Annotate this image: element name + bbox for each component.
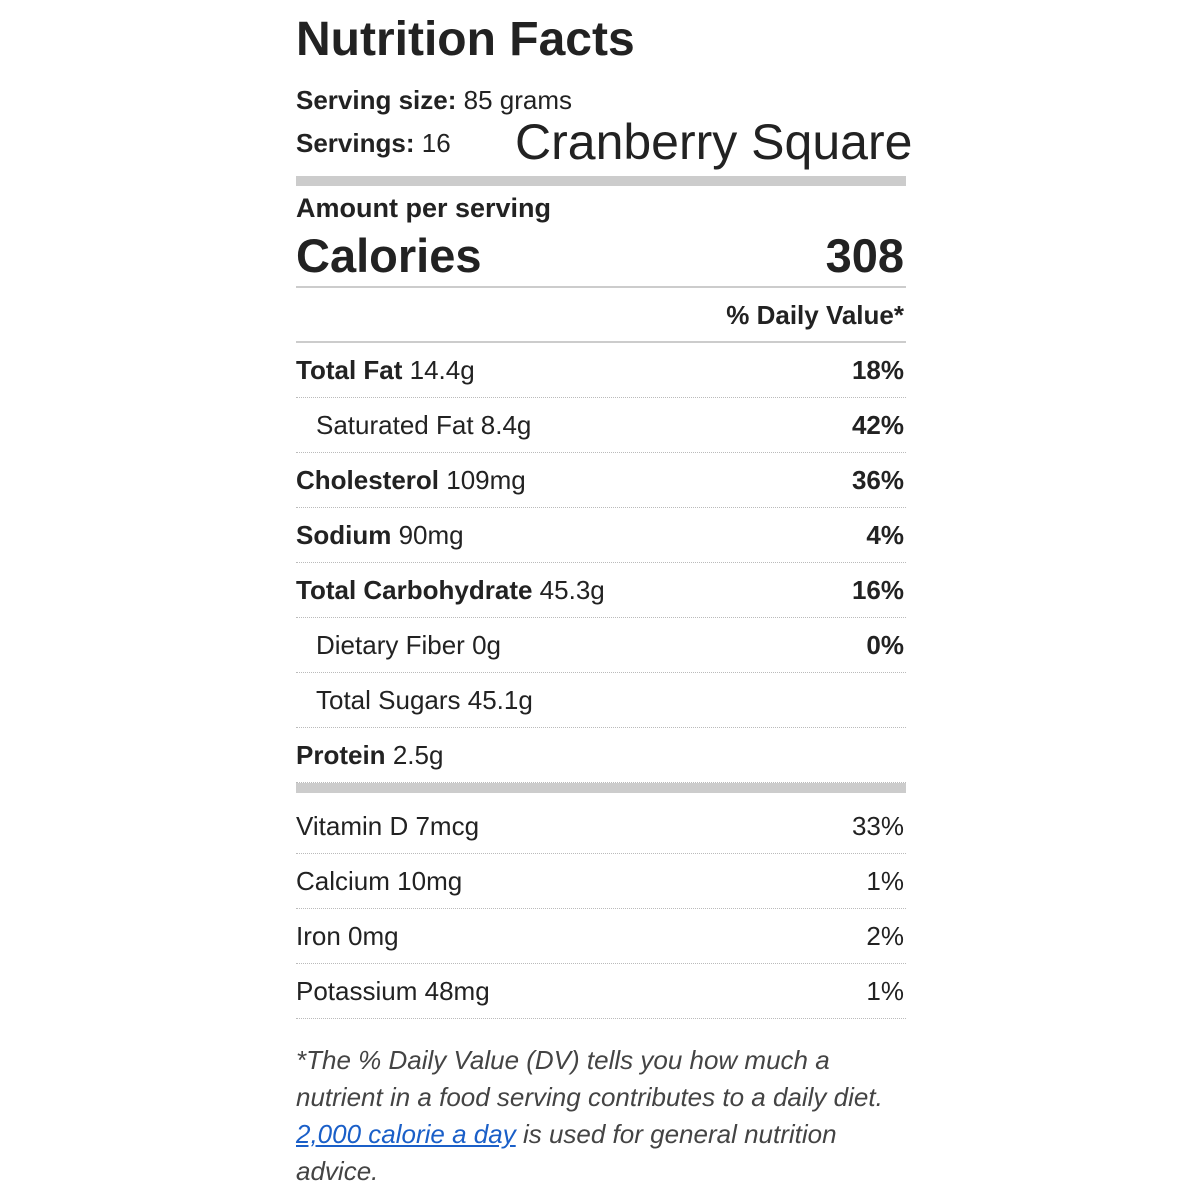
serving-size-label: Serving size:: [296, 85, 457, 115]
nutrient-row: Potassium 48mg 1%: [296, 964, 906, 1019]
nutrient-row: Vitamin D 7mcg 33%: [296, 799, 906, 854]
nutrient-row: Saturated Fat 8.4g 42%: [296, 398, 906, 453]
nutrient-name: Vitamin D: [296, 811, 409, 841]
daily-value: 33%: [851, 811, 904, 841]
nutrient-amount: 2.5g: [392, 740, 444, 770]
nutrient-name: Sodium: [296, 520, 392, 550]
nutrient-name: Iron: [296, 921, 341, 951]
nutrient-amount: 45.1g: [467, 685, 533, 715]
divider: [296, 286, 906, 288]
daily-value: 42%: [851, 410, 904, 440]
nutrient-row: Dietary Fiber 0g 0%: [296, 618, 906, 673]
nutrition-label: Nutrition Facts Serving size: 85 grams S…: [296, 0, 912, 1200]
nutrient-row: Iron 0mg 2%: [296, 909, 906, 964]
title: Nutrition Facts: [296, 13, 635, 66]
vitamin-list: Vitamin D 7mcg 33% Calcium 10mg 1% Iron 0mg 2…: [296, 799, 906, 1019]
nutrient-amount: 109mg: [446, 465, 526, 495]
nutrient-amount: 48mg: [424, 976, 490, 1006]
serving-size-value: 85 grams: [463, 85, 573, 115]
nutrient-name: Protein: [296, 740, 386, 770]
divider: [296, 176, 906, 186]
nutrient-name: Cholesterol: [296, 465, 440, 495]
nutrient-amount: 45.3g: [539, 575, 605, 605]
calories-label: Calories: [296, 229, 482, 282]
nutrient-name: Dietary Fiber: [316, 630, 465, 660]
nutrient-amount: 0g: [472, 630, 501, 660]
nutrient-amount: 14.4g: [409, 355, 475, 385]
servings: Servings: 16: [296, 128, 451, 159]
daily-value: 2%: [866, 921, 904, 951]
daily-value: 18%: [851, 355, 904, 385]
nutrient-row: Sodium 90mg 4%: [296, 508, 906, 563]
amount-label: Amount per serving: [296, 193, 552, 223]
footnote: *The % Daily Value (DV) tells you how mu…: [296, 1042, 906, 1190]
nutrient-name: Total Carbohydrate: [296, 575, 533, 605]
recipe-name: Cranberry Square: [515, 114, 913, 170]
nutrient-row: Calcium 10mg 1%: [296, 854, 906, 909]
footnote-link[interactable]: 2,000 calorie a day: [296, 1119, 516, 1149]
nutrient-amount: 90mg: [398, 520, 464, 550]
nutrient-row: Total Sugars 45.1g: [296, 673, 906, 728]
dv-heading: % Daily Value*: [726, 300, 904, 330]
nutrient-amount: 0mg: [348, 921, 399, 951]
footnote-text: is used for general nutrition advice.: [296, 1119, 837, 1186]
daily-value: 36%: [851, 465, 904, 495]
nutrient-name: Calcium: [296, 866, 390, 896]
nutrient-amount: 8.4g: [480, 410, 532, 440]
footnote-text: *The % Daily Value (DV) tells you how mu…: [296, 1045, 883, 1112]
nutrient-name: Total Fat: [296, 355, 403, 385]
nutrient-amount: 7mcg: [415, 811, 480, 841]
nutrient-row: Total Fat 14.4g 18%: [296, 343, 906, 398]
servings-value: 16: [421, 128, 451, 158]
nutrient-row: Total Carbohydrate 45.3g 16%: [296, 563, 906, 618]
daily-value: 16%: [851, 575, 904, 605]
daily-value: 4%: [866, 520, 904, 550]
calories-value: 308: [825, 229, 904, 282]
nutrient-name: Saturated Fat: [316, 410, 474, 440]
daily-value: 1%: [866, 866, 904, 896]
divider: [296, 783, 906, 793]
divider: [296, 341, 906, 343]
servings-label: Servings:: [296, 128, 415, 158]
nutrient-list: Total Fat 14.4g 18% Saturated Fat 8.4g 42% C…: [296, 343, 906, 783]
serving-size: Serving size: 85 grams: [296, 85, 572, 116]
daily-value: 1%: [866, 976, 904, 1006]
nutrient-row: Cholesterol 109mg 36%: [296, 453, 906, 508]
nutrient-name: Potassium: [296, 976, 418, 1006]
daily-value: 0%: [866, 630, 904, 660]
nutrient-name: Total Sugars: [316, 685, 461, 715]
nutrient-row: Protein 2.5g: [296, 728, 906, 783]
nutrient-amount: 10mg: [397, 866, 463, 896]
